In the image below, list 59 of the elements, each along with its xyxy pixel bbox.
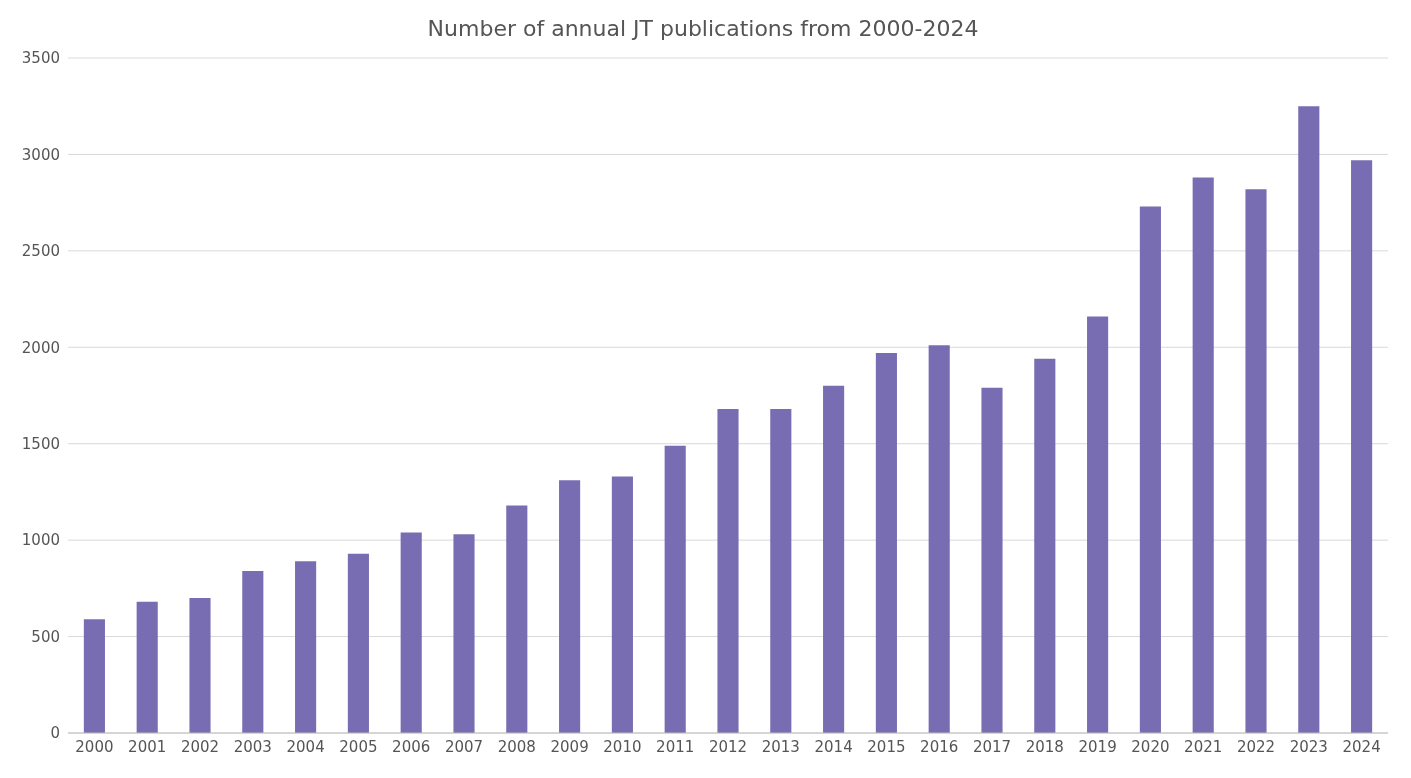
bar	[242, 571, 264, 733]
bar	[1245, 189, 1267, 733]
x-tick-label: 2008	[497, 737, 536, 756]
bar	[1139, 206, 1161, 733]
x-tick-label: 2000	[75, 737, 114, 756]
bar	[823, 385, 845, 733]
y-tick-label: 2500	[21, 242, 60, 261]
x-tick-label: 2012	[708, 737, 748, 756]
y-tick-label: 3000	[21, 145, 60, 164]
x-tick-label: 2021	[1184, 737, 1223, 756]
bar	[506, 505, 528, 733]
x-tick-label: 2001	[128, 737, 167, 756]
y-tick-label: 0	[50, 724, 60, 743]
x-tick-label: 2010	[603, 737, 642, 756]
bar	[1298, 106, 1320, 733]
x-tick-label: 2019	[1078, 737, 1117, 756]
bar	[875, 353, 897, 733]
x-tick-label: 2013	[761, 737, 800, 756]
bar	[136, 601, 158, 733]
x-tick-label: 2020	[1131, 737, 1170, 756]
x-tick-label: 2016	[920, 737, 959, 756]
bar	[347, 553, 369, 733]
bar	[1192, 177, 1214, 733]
x-tick-label: 2023	[1289, 737, 1328, 756]
chart-title: Number of annual JT publications from 2000-2024	[426, 15, 980, 43]
y-tick-label: 1000	[21, 531, 60, 550]
bar	[559, 480, 581, 733]
bar	[664, 445, 686, 733]
y-tick-label: 3500	[21, 49, 60, 68]
x-tick-label: 2002	[180, 737, 220, 756]
x-tick-label: 2006	[392, 737, 431, 756]
x-tick-label: 2024	[1342, 737, 1381, 756]
bar	[1351, 160, 1373, 733]
bar	[717, 409, 739, 733]
y-tick-label: 2000	[21, 338, 60, 357]
bar	[770, 409, 792, 733]
x-tick-label: 2005	[339, 737, 378, 756]
x-tick-label: 2022	[1236, 737, 1276, 756]
bar	[83, 619, 105, 733]
x-tick-label: 2003	[233, 737, 272, 756]
x-tick-label: 2007	[444, 737, 484, 756]
x-tick-label: 2004	[286, 737, 325, 756]
y-tick-label: 500	[31, 627, 60, 646]
bar	[295, 561, 317, 733]
bar	[189, 598, 211, 733]
bar	[611, 476, 633, 733]
x-tick-label: 2014	[814, 737, 853, 756]
x-tick-label: 2015	[867, 737, 906, 756]
bar	[1034, 358, 1056, 733]
bar	[400, 532, 422, 733]
x-tick-label: 2009	[550, 737, 589, 756]
x-tick-label: 2018	[1025, 737, 1064, 756]
x-tick-label: 2017	[972, 737, 1012, 756]
bar	[1087, 316, 1109, 733]
bar	[928, 345, 950, 733]
bar	[453, 534, 475, 733]
y-tick-label: 1500	[21, 435, 60, 454]
x-tick-label: 2011	[656, 737, 695, 756]
bar	[981, 387, 1003, 733]
